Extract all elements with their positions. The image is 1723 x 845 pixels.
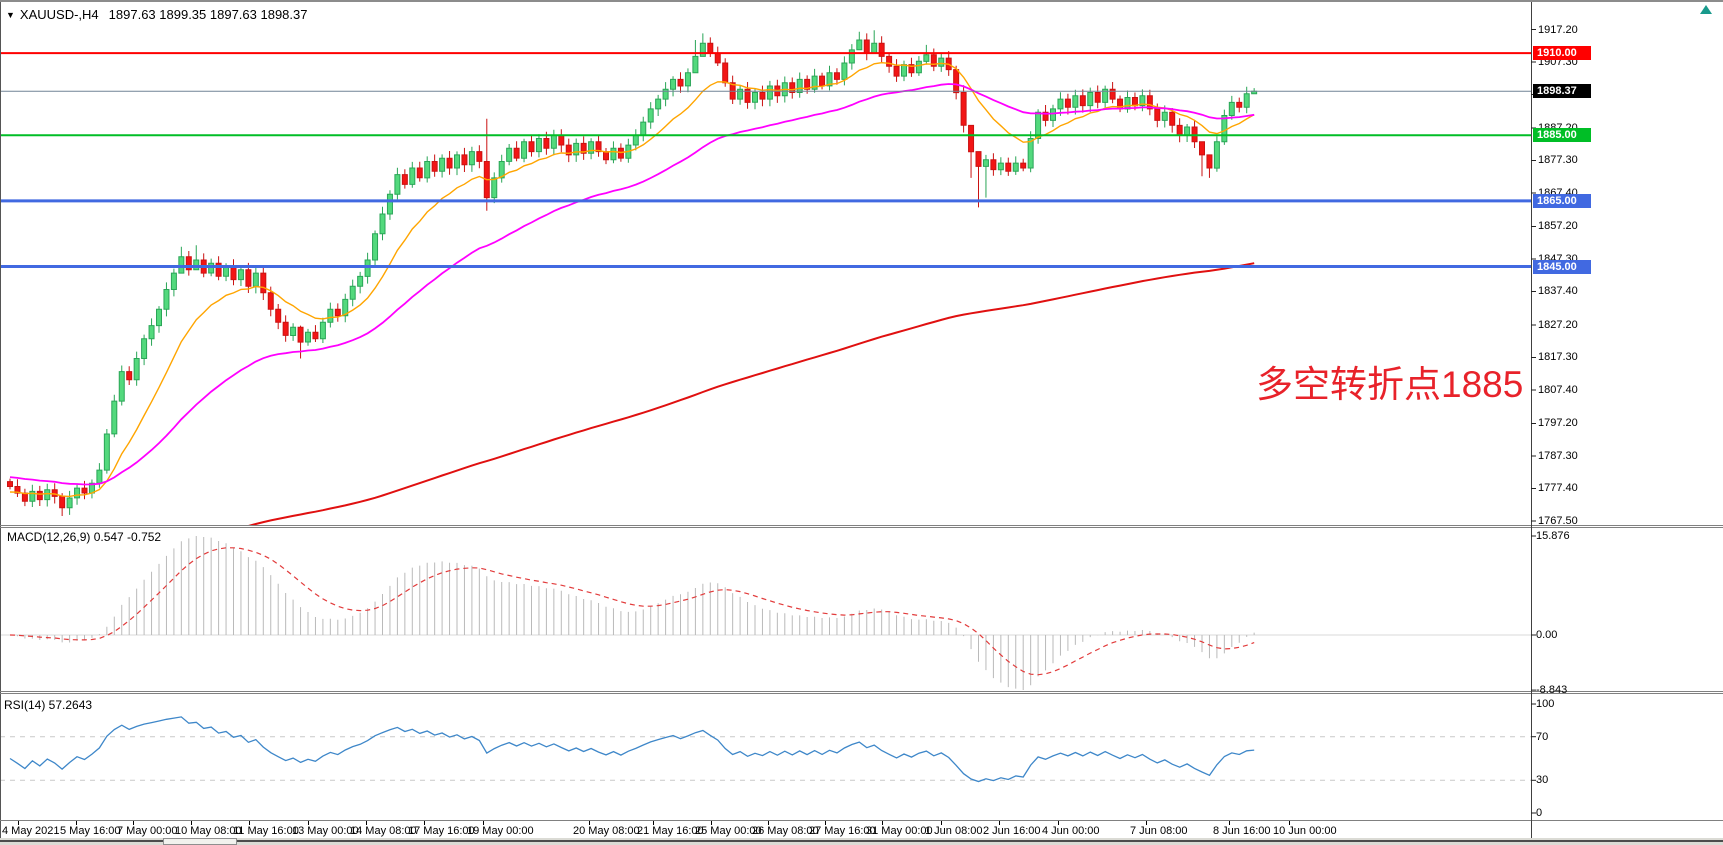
price-tick-label: 1777.40 (1538, 482, 1578, 495)
horizontal-scrollbar[interactable] (0, 838, 1723, 845)
time-tick-label: 13 May 00:00 (292, 825, 359, 837)
scrollbar-track-rule (237, 840, 1723, 842)
time-tick-mark (882, 821, 883, 825)
time-tick-label: 11 May 16:00 (233, 825, 299, 837)
time-tick-label: 8 Jun 16:00 (1213, 825, 1271, 837)
time-tick-label: 2 Jun 16:00 (983, 825, 1041, 837)
time-tick-mark (999, 821, 1000, 825)
time-tick-mark (1289, 821, 1290, 825)
time-tick-label: 4 May 2021 (2, 825, 60, 837)
rsi-axis-label: 0 (1536, 807, 1543, 819)
slow-ma-line (248, 262, 1255, 525)
time-tick-mark (18, 821, 19, 825)
dropdown-arrow-icon[interactable]: ▼ (6, 10, 15, 20)
candlesticks (7, 30, 1258, 516)
mid-ma-line (9, 83, 1255, 486)
rsi-indicator-label: RSI(14) 57.2643 (4, 698, 93, 712)
time-tick-mark (483, 821, 484, 825)
time-tick-mark (825, 821, 826, 825)
scrollbar-track-rule (0, 840, 163, 842)
price-tick-label: 1917.20 (1538, 23, 1578, 36)
price-line-badge-1845.00: 1845.00 (1533, 259, 1591, 274)
price-tick-label: 1817.30 (1538, 351, 1578, 364)
time-tick-mark (1229, 821, 1230, 825)
time-tick-label: 5 May 16:00 (60, 825, 121, 837)
rsi-axis-label: 70 (1536, 730, 1549, 743)
time-tick-mark (191, 821, 192, 825)
current-price-badge: 1898.37 (1533, 84, 1591, 99)
macd-indicator-label: MACD(12,26,9) 0.547 -0.752 (7, 530, 162, 544)
time-tick-mark (366, 821, 367, 825)
time-tick-mark (941, 821, 942, 825)
macd-signal-line (9, 547, 1255, 676)
time-tick-label: 20 May 08:00 (573, 825, 640, 837)
symbol-title: ▼ XAUUSD-,H4 1897.63 1899.35 1897.63 1898.… (6, 7, 307, 22)
macd-axis-label: -8.843 (1536, 684, 1568, 697)
time-tick-mark (589, 821, 590, 825)
time-tick-mark (308, 821, 309, 825)
time-tick-label: 17 May 16:00 (408, 825, 475, 837)
macd-axis-label: 0.00 (1536, 629, 1558, 641)
time-tick-mark (249, 821, 250, 825)
symbol-timeframe: XAUUSD-,H4 (19, 7, 99, 22)
time-tick-mark (133, 821, 134, 825)
price-tick-label: 1807.40 (1538, 383, 1578, 396)
time-tick-label: 26 May 08:00 (752, 825, 819, 837)
time-tick-mark (1058, 821, 1059, 825)
rsi-line (9, 716, 1255, 783)
time-tick-mark (711, 821, 712, 825)
time-tick-label: 19 May 00:00 (467, 825, 534, 837)
time-tick-mark (1146, 821, 1147, 825)
price-tick-label: 1767.50 (1538, 514, 1578, 527)
price-tick-label: 1837.40 (1538, 285, 1578, 298)
time-tick-mark (768, 821, 769, 825)
price-line-badge-1910.00: 1910.00 (1533, 46, 1591, 61)
time-tick-label: 25 May 00:00 (695, 825, 762, 837)
price-tick-label: 1857.20 (1538, 220, 1578, 233)
chart-shift-marker[interactable] (1700, 5, 1712, 14)
time-tick-label: 7 May 00:00 (117, 825, 178, 837)
price-tick-label: 1827.20 (1538, 318, 1578, 331)
ohlc-values: 1897.63 1899.35 1897.63 1898.37 (108, 7, 308, 22)
time-tick-label: 27 May 16:00 (809, 825, 876, 837)
fast-ma-line (9, 61, 1255, 498)
scrollbar-thumb[interactable] (163, 838, 237, 845)
price-line-badge-1885.00: 1885.00 (1533, 128, 1591, 143)
price-tick-label: 1797.20 (1538, 417, 1578, 430)
rsi-axis-label: 100 (1536, 698, 1555, 710)
time-tick-label: 14 May 08:00 (350, 825, 417, 837)
annotation-text: 多空转折点1885 (1256, 364, 1524, 405)
time-tick-label: 21 May 16:00 (637, 825, 704, 837)
time-tick-label: 4 Jun 00:00 (1042, 825, 1100, 837)
price-tick-label: 1787.30 (1538, 449, 1578, 462)
rsi-axis-label: 30 (1536, 774, 1549, 787)
time-tick-label: 1 Jun 08:00 (925, 825, 983, 837)
price-line-badge-1865.00: 1865.00 (1533, 193, 1591, 208)
macd-axis-label: 15.876 (1536, 530, 1570, 542)
time-tick-mark (76, 821, 77, 825)
time-tick-label: 31 May 00:00 (866, 825, 933, 837)
time-tick-label: 10 Jun 00:00 (1273, 825, 1337, 837)
time-tick-label: 7 Jun 08:00 (1130, 825, 1188, 837)
time-tick-label: 10 May 08:00 (175, 825, 242, 837)
price-tick-label: 1877.30 (1538, 154, 1578, 167)
time-tick-mark (424, 821, 425, 825)
time-tick-mark (653, 821, 654, 825)
